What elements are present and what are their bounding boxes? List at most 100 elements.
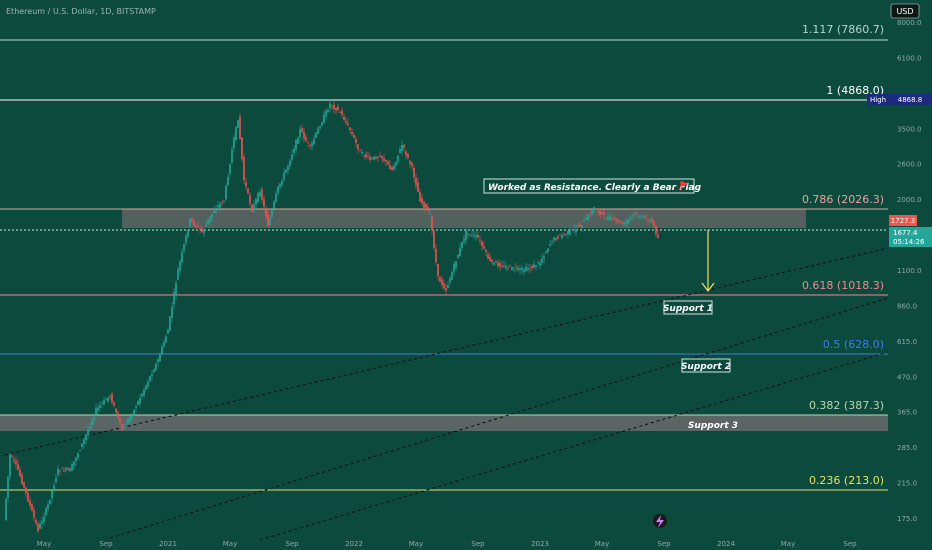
price-badge-1727-text: 1727.3: [891, 217, 916, 225]
candle-body: [519, 268, 521, 270]
candle-body: [483, 246, 485, 249]
candle-body: [545, 251, 547, 254]
candle-body: [381, 156, 383, 159]
candle-body: [41, 521, 43, 524]
candle-body: [637, 216, 639, 218]
currency-button[interactable]: [890, 3, 920, 19]
candle-body: [29, 500, 31, 506]
candle-body: [287, 165, 289, 171]
candle-body: [615, 218, 617, 220]
candle-body: [485, 249, 487, 253]
candle-body: [111, 394, 113, 403]
lightning-icon[interactable]: [653, 514, 667, 528]
time-tick-label: 2023: [531, 540, 549, 548]
candle-body: [125, 424, 127, 426]
support-2-label[interactable]: Support 2: [681, 358, 731, 373]
price-tick-label: 175.0: [897, 515, 917, 523]
candle-body: [27, 492, 29, 502]
candle-body: [411, 162, 413, 167]
high-value-badge: [889, 94, 932, 105]
candle-body: [55, 478, 57, 483]
trendline-3: [259, 351, 889, 541]
candle-body: [505, 266, 507, 269]
candle-body: [339, 112, 341, 113]
candle-body: [303, 131, 305, 139]
candle-body: [477, 235, 479, 238]
candle-body: [553, 237, 555, 241]
candle-body: [593, 207, 595, 211]
candle-body: [137, 401, 139, 405]
candle-body: [265, 209, 267, 218]
candle-body: [491, 259, 493, 262]
candle-body: [219, 203, 221, 208]
candle-body: [625, 221, 627, 224]
candle-body: [597, 211, 599, 213]
candle-body: [569, 230, 571, 235]
candle-body: [267, 214, 269, 227]
candle-body: [341, 110, 343, 115]
candle-body: [45, 508, 47, 516]
price-axis[interactable]: 8000.0 6100.0 3500.0 2600.0 2000.0 1100.0 860.…: [867, 0, 932, 550]
candle-body: [239, 116, 241, 139]
candle-body: [363, 155, 365, 157]
candle-body: [651, 219, 653, 222]
candle-body: [305, 137, 307, 141]
candle-body: [397, 155, 399, 162]
fib-label-0236: 0.236 (213.0): [809, 474, 884, 487]
candle-body: [13, 459, 15, 462]
candle-body: [449, 278, 451, 283]
time-tick-label: Sep: [99, 540, 113, 548]
candle-body: [359, 149, 361, 151]
candle-body: [641, 215, 643, 217]
candle-body: [197, 225, 199, 228]
candle-body: [217, 205, 219, 208]
price-tick-label: 365.0: [897, 409, 917, 417]
candle-body: [413, 167, 415, 178]
candle-body: [559, 234, 561, 236]
time-axis[interactable]: May Sep 2021 May Sep 2022 May Sep 2023 May Sep 2024…: [37, 540, 857, 548]
candle-body: [295, 139, 297, 150]
candle-body: [165, 336, 167, 343]
candle-body: [513, 269, 515, 271]
price-tick-label: 285.0: [897, 444, 917, 452]
candle-body: [439, 276, 441, 283]
fib-label-1: 1 (4868.0): [826, 84, 884, 97]
candle-body: [173, 292, 175, 305]
candle-body: [195, 225, 197, 227]
candle-body: [209, 216, 211, 223]
candle-body: [53, 485, 55, 491]
candle-body: [9, 454, 11, 478]
candle-body: [227, 176, 229, 186]
candle-body: [93, 416, 95, 421]
candle-body: [115, 408, 117, 413]
symbol-title: Ethereum / U.S. Dollar, 1D, BITSTAMP: [6, 7, 156, 16]
candle-body: [447, 284, 449, 289]
support-3-label[interactable]: Support 3: [688, 421, 738, 431]
candle-body: [531, 266, 533, 269]
candle-body: [89, 426, 91, 430]
candle-body: [395, 161, 397, 166]
high-value-text: 4868.8: [898, 96, 923, 104]
price-candles: [5, 99, 659, 534]
candle-body: [75, 458, 77, 462]
candle-body: [147, 381, 149, 387]
candle-body: [455, 261, 457, 268]
candle-body: [49, 499, 51, 504]
candle-body: [417, 182, 419, 193]
candle-body: [423, 201, 425, 208]
candle-body: [383, 158, 385, 161]
candle-body: [643, 216, 645, 218]
candle-body: [167, 329, 169, 334]
candle-body: [221, 202, 223, 204]
candle-body: [403, 144, 405, 148]
fib-label-0618: 0.618 (1018.3): [802, 279, 884, 292]
resistance-annotation[interactable]: Worked as Resistance. Clearly a Bear Fla…: [483, 178, 702, 194]
candle-body: [367, 155, 369, 157]
candle-body: [259, 191, 261, 197]
candle-body: [347, 123, 349, 126]
candle-body: [5, 498, 7, 520]
candle-body: [503, 265, 505, 267]
support-1-label[interactable]: Support 1: [663, 300, 713, 315]
candle-body: [123, 425, 125, 430]
